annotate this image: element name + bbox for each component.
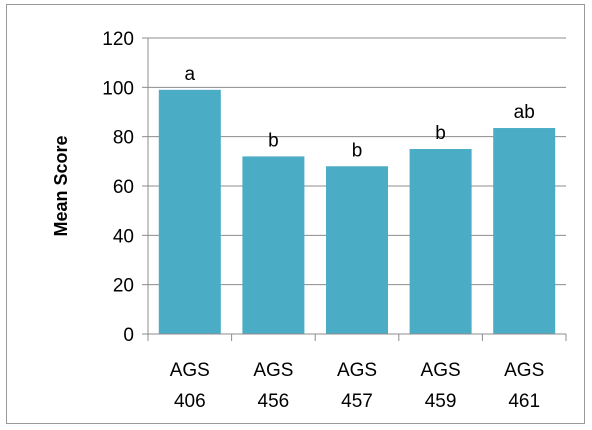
y-tick-label: 80 [113,128,134,149]
y-axis-label: Mean Score [51,135,71,236]
y-tick-label: 120 [102,29,134,50]
x-category-labels: AGS 406 AGS 456 AGS 457 AGS 459 AGS 461 [170,360,545,412]
x-category-label: AGS [253,360,293,381]
bar [493,128,556,334]
y-tick-label: 40 [113,226,134,247]
x-category-label: 459 [425,391,457,412]
y-tick-labels: 0 20 40 60 80 100 120 [102,29,148,346]
bars [158,89,556,334]
bar-data-label: b [268,130,279,151]
x-category-label: AGS [337,360,377,381]
x-category-label: AGS [504,360,544,381]
bar-data-label: b [352,140,363,161]
bar [158,89,221,334]
bar-data-label: a [185,64,196,85]
y-tick-label: 0 [123,325,134,346]
x-category-label: 457 [341,391,373,412]
x-category-label: 406 [174,391,206,412]
axes [147,38,567,341]
bar-data-label: ab [514,102,535,123]
y-tick-label: 20 [113,276,134,297]
y-tick-label: 60 [113,177,134,198]
bar [409,149,472,334]
x-category-label: AGS [421,360,461,381]
y-tick-label: 100 [102,78,134,99]
x-category-label: 461 [508,391,540,412]
bar-data-label: b [435,123,446,144]
x-category-label: AGS [170,360,210,381]
bar [242,156,305,334]
bar [326,166,388,334]
x-category-label: 456 [258,391,290,412]
